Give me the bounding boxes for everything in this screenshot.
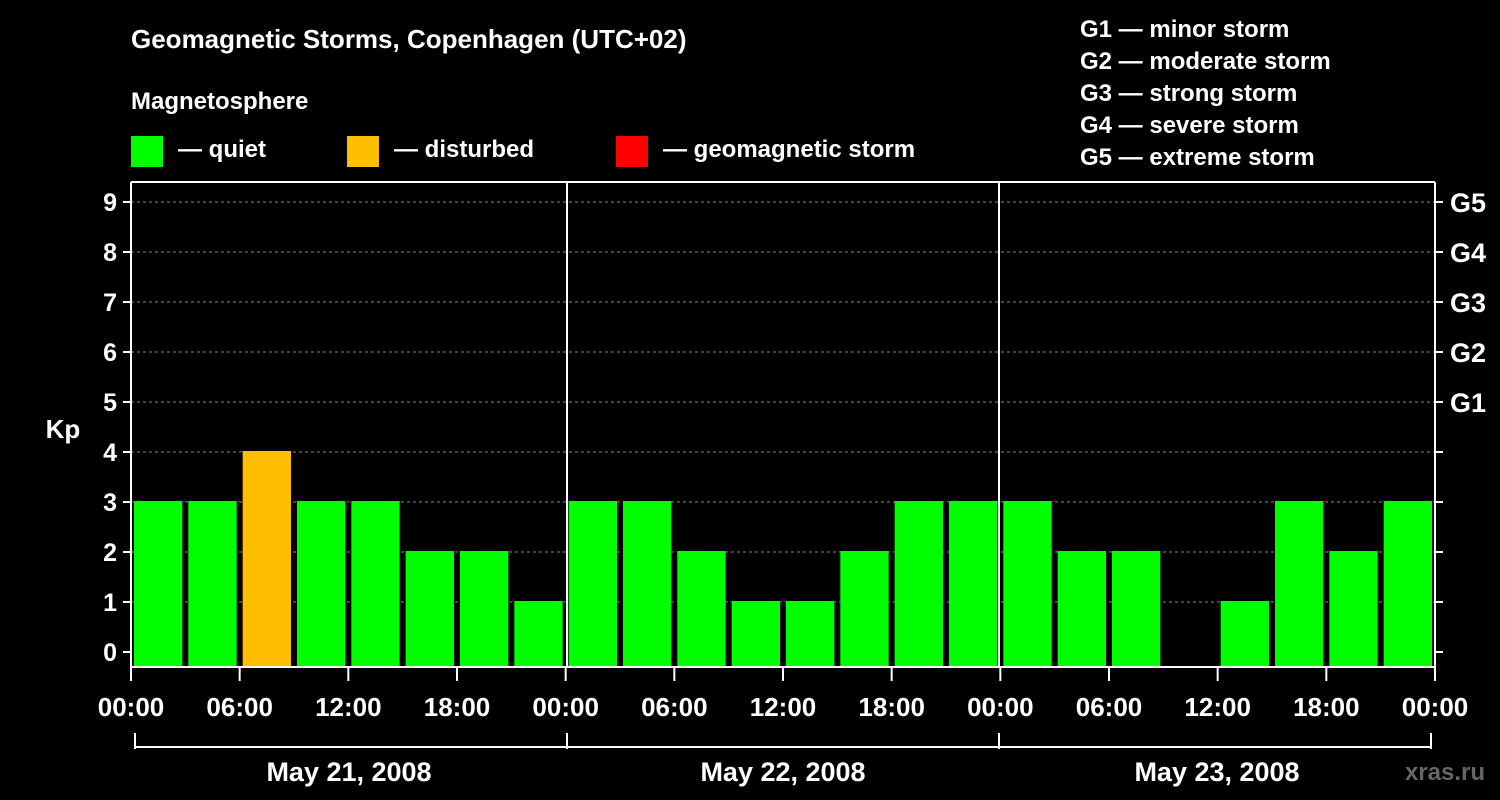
y-tick-label: 6: [103, 339, 117, 367]
legend-label-storm: — geomagnetic storm: [663, 136, 915, 163]
g-scale-label: G1: [1450, 388, 1486, 418]
x-tick-label: 00:00: [98, 692, 165, 722]
x-tick-label: 12:00: [315, 692, 382, 722]
kp-bar: [1220, 601, 1269, 667]
grid-lines: [131, 201, 1435, 603]
x-tick-label: 18:00: [1293, 692, 1360, 722]
y-tick-label: 7: [103, 289, 117, 317]
legend-heading: Magnetosphere: [131, 88, 308, 115]
chart-title: Geomagnetic Storms, Copenhagen (UTC+02): [131, 24, 686, 54]
y-tick-label: 1: [103, 589, 117, 617]
day-label: May 22, 2008: [700, 757, 865, 787]
kp-bar: [894, 501, 943, 667]
day-label: May 23, 2008: [1134, 757, 1299, 787]
day-label: May 21, 2008: [266, 757, 431, 787]
x-tick-label: 00:00: [532, 692, 599, 722]
kp-bar: [1112, 551, 1161, 667]
legend-label-quiet: — quiet: [178, 136, 266, 163]
kp-bar: [405, 551, 454, 667]
legend-swatch-disturbed: [347, 136, 379, 167]
storm-scale-g4: G4 — severe storm: [1080, 112, 1299, 139]
bars: [134, 451, 1432, 667]
x-tick-label: 06:00: [641, 692, 708, 722]
kp-bar: [297, 501, 346, 667]
y-tick-label: 8: [103, 239, 117, 267]
axis-labels: 0 1 2 3 4 5 6 7 8 9 G1 G2 G3 G4 G5 00:00 06:00 12:00 18:00…: [98, 188, 1486, 787]
x-tick-label: 00:00: [1402, 692, 1469, 722]
kp-bar: [1275, 501, 1324, 667]
storm-scale-g3: G3 — strong storm: [1080, 80, 1297, 107]
kp-bar: [731, 601, 780, 667]
kp-bar: [1003, 501, 1052, 667]
x-tick-label: 00:00: [967, 692, 1034, 722]
storm-scale-g2: G2 — moderate storm: [1080, 48, 1331, 75]
kp-bar: [351, 501, 400, 667]
kp-bar: [786, 601, 835, 667]
kp-bar: [677, 551, 726, 667]
x-tick-label: 18:00: [424, 692, 491, 722]
legend-swatch-storm: [616, 136, 648, 167]
x-tick-label: 06:00: [206, 692, 273, 722]
kp-bar: [460, 551, 509, 667]
storm-scale-g1: G1 — minor storm: [1080, 16, 1289, 43]
g-scale-label: G4: [1450, 238, 1486, 268]
y-tick-label: 9: [103, 189, 117, 217]
y-tick-label: 5: [103, 389, 117, 417]
g-scale-label: G2: [1450, 338, 1486, 368]
g-scale-label: G5: [1450, 188, 1486, 218]
x-tick-label: 06:00: [1076, 692, 1143, 722]
kp-bar: [514, 601, 563, 667]
legend-swatch-quiet: [131, 136, 163, 167]
kp-bar: [568, 501, 617, 667]
g-scale-label: G3: [1450, 288, 1486, 318]
legend-label-disturbed: — disturbed: [394, 136, 534, 163]
kp-bar: [840, 551, 889, 667]
kp-bar: [1329, 551, 1378, 667]
y-tick-label: 0: [103, 639, 117, 667]
kp-bar: [949, 501, 998, 667]
kp-bar: [134, 501, 183, 667]
storm-scale-g5: G5 — extreme storm: [1080, 144, 1315, 171]
y-tick-label: 2: [103, 539, 117, 567]
x-tick-label: 12:00: [750, 692, 817, 722]
y-axis-label: Kp: [46, 414, 81, 444]
kp-bar: [242, 451, 291, 667]
kp-bar: [1383, 501, 1432, 667]
kp-bar: [188, 501, 237, 667]
axis-ticks: [123, 201, 1443, 681]
y-tick-label: 4: [103, 439, 117, 467]
y-tick-label: 3: [103, 489, 117, 517]
x-tick-label: 12:00: [1184, 692, 1251, 722]
watermark: xras.ru: [1405, 759, 1485, 786]
kp-bar: [1057, 551, 1106, 667]
x-tick-label: 18:00: [858, 692, 925, 722]
kp-bar: [623, 501, 672, 667]
